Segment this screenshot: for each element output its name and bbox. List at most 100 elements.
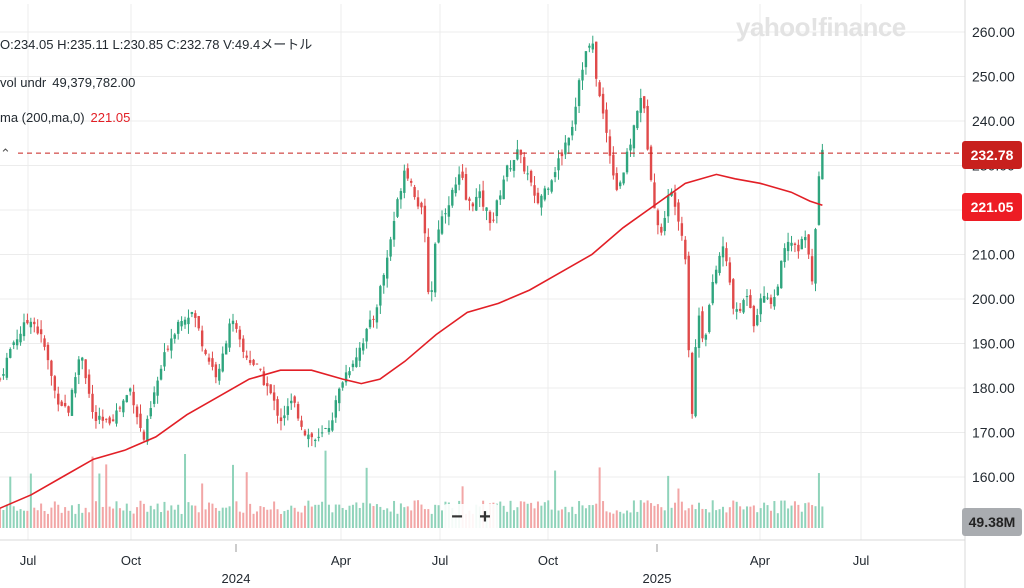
candle-body [187, 317, 190, 325]
candle-body [780, 260, 783, 289]
volume-bar [674, 502, 677, 528]
ma-price-tag: 221.05 [962, 193, 1022, 221]
volume-bar [756, 512, 759, 528]
volume-bar [687, 508, 690, 528]
candle-body [84, 359, 87, 379]
volume-bar [286, 509, 289, 528]
volume-bar [437, 505, 440, 528]
candle-body [516, 149, 519, 160]
candle-body [817, 176, 821, 225]
volume-bar [742, 509, 745, 528]
candle-body [756, 315, 759, 326]
candle-body [588, 45, 591, 48]
candle-body [728, 262, 732, 283]
volume-bar [156, 503, 159, 528]
month-tick-label: Jul [20, 553, 37, 568]
volume-bar [807, 502, 810, 528]
volume-bar [70, 505, 73, 528]
candle-body [320, 432, 324, 434]
candle-body [207, 357, 211, 362]
candle-body [276, 399, 279, 416]
candle-body [821, 149, 824, 180]
volume-bar [646, 500, 649, 528]
candle-body [283, 415, 286, 419]
volume-bar [139, 500, 142, 528]
candle-body [714, 269, 718, 284]
volume-bar [163, 501, 166, 528]
candle-body [533, 185, 536, 196]
candle-body [60, 401, 63, 406]
volume-bar [221, 507, 224, 528]
volume-bar [701, 508, 704, 528]
volume-bar [509, 500, 512, 528]
candle-body [618, 182, 622, 187]
volume-bar [67, 510, 70, 528]
candle-body [211, 358, 214, 367]
candle-body [666, 195, 670, 217]
volume-bar [752, 505, 755, 528]
volume-bar [694, 509, 697, 528]
volume-bar [656, 504, 659, 528]
candle-body [392, 221, 396, 240]
volume-bar [112, 508, 115, 528]
last-price-tag: 232.78 [962, 141, 1022, 169]
volume-bar [615, 510, 618, 528]
volume-bar [382, 509, 385, 528]
zoom-in-button[interactable]: + [479, 506, 491, 528]
candle-body [135, 406, 139, 418]
volume-bar [307, 500, 310, 528]
volume-bar [413, 500, 416, 528]
volume-bar [279, 513, 282, 528]
volume-bar [670, 507, 673, 528]
candle-body [749, 295, 752, 308]
volume-bar [499, 501, 502, 528]
candle-body [766, 297, 769, 299]
candle-body [200, 330, 204, 347]
zoom-out-button[interactable]: − [451, 506, 463, 528]
volume-bar [358, 507, 361, 528]
candle-body [111, 419, 115, 422]
month-tick-label: Apr [750, 553, 771, 568]
volume-label: vol undr [0, 75, 47, 90]
candle-body [351, 363, 355, 368]
candle-body [159, 368, 163, 380]
volume-bar [201, 483, 204, 528]
candle-body [358, 347, 361, 361]
month-tick-label: Apr [331, 553, 352, 568]
candle-body [564, 142, 567, 155]
volume-bar [180, 513, 183, 528]
candle-body [560, 153, 564, 157]
volume-bar [554, 470, 557, 528]
volume-bar [629, 512, 632, 528]
volume-bar [194, 505, 197, 528]
volume-bar [0, 507, 1, 528]
candle-body [430, 290, 433, 292]
volume-bar [766, 505, 769, 528]
volume-bar [732, 500, 735, 528]
volume-bar [122, 510, 125, 528]
chevron-up-icon[interactable]: ⌃ [0, 146, 11, 161]
candle-body [790, 242, 793, 246]
volume-bar [578, 501, 581, 528]
candle-body [5, 357, 9, 378]
candle-body [433, 243, 437, 293]
candle-body [334, 400, 337, 418]
candle-body [488, 211, 492, 224]
volume-bar [430, 513, 433, 528]
volume-bar [26, 510, 29, 528]
candle-body [495, 200, 499, 217]
candle-body [36, 326, 39, 334]
candle-body [577, 80, 581, 107]
volume-bar [783, 500, 786, 528]
candle-body [677, 202, 680, 222]
candle-body [742, 300, 745, 313]
volume-bar [598, 467, 601, 528]
candle-body [656, 210, 660, 226]
volume-bar [512, 510, 515, 528]
volume-bar [22, 510, 25, 528]
candle-body [272, 392, 276, 401]
volume-bar [506, 511, 509, 528]
volume-bar [691, 504, 694, 528]
volume-bar [16, 510, 19, 528]
